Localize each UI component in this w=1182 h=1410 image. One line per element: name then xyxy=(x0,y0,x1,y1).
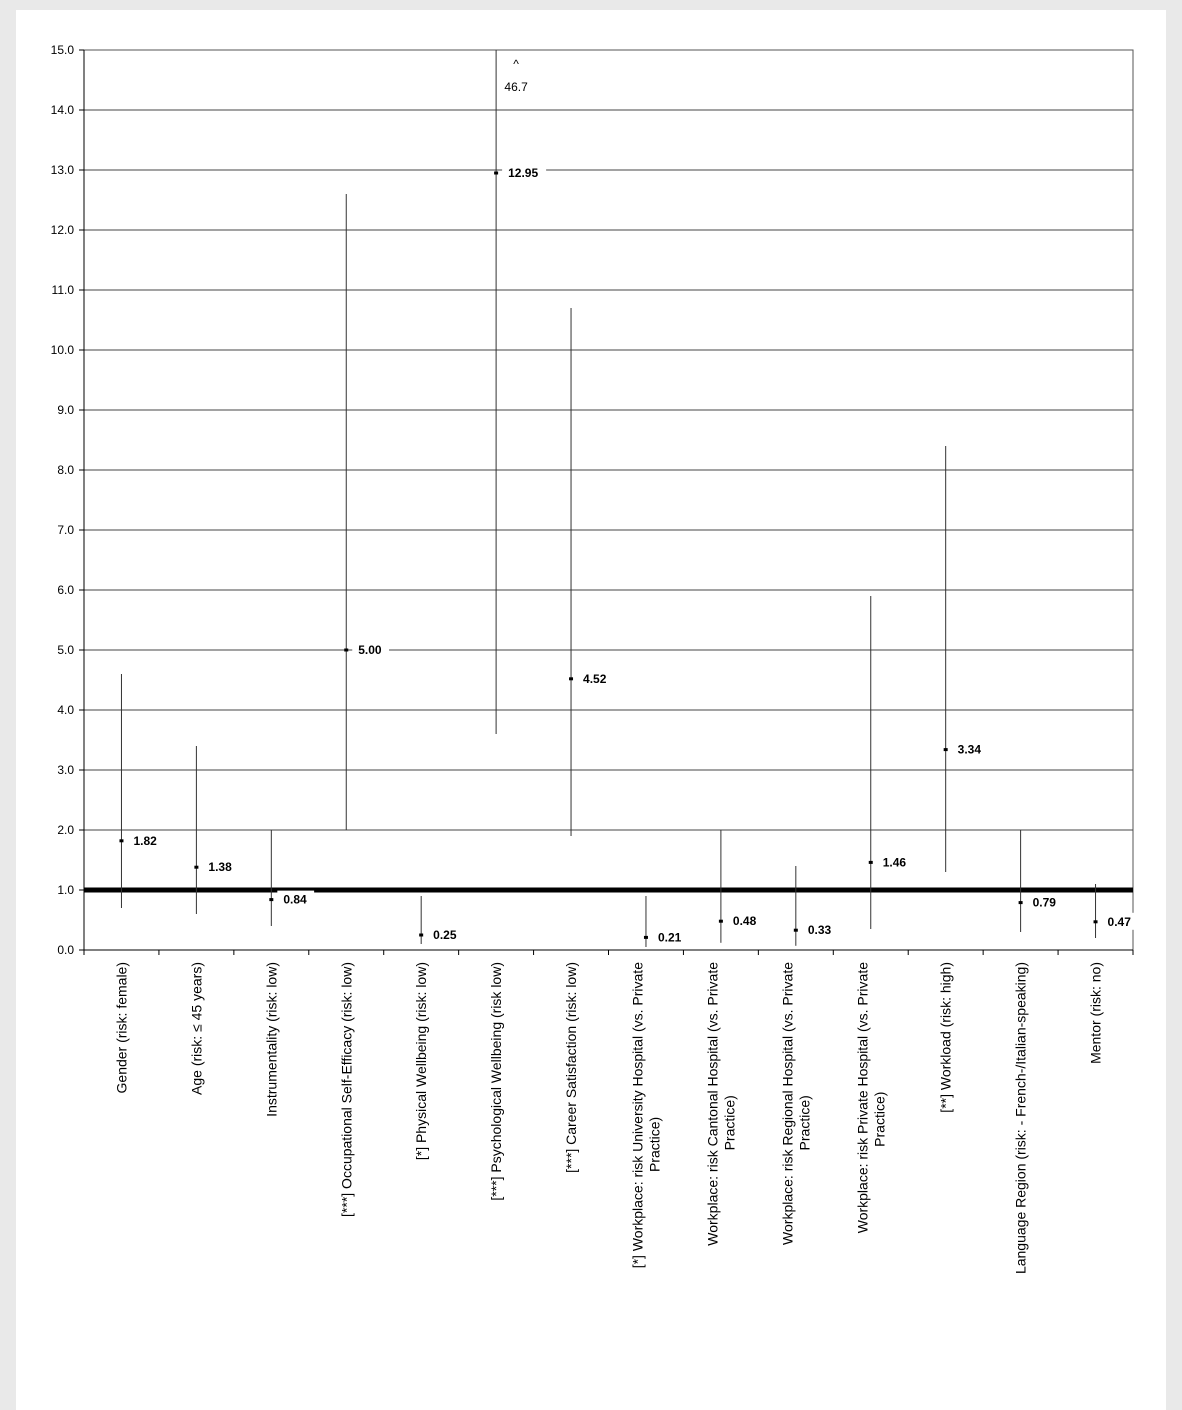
point-marker xyxy=(868,860,873,864)
category-label: Practice) xyxy=(721,1095,737,1150)
data-label-bg xyxy=(951,740,989,758)
point-marker xyxy=(1093,920,1098,924)
point-marker xyxy=(569,677,574,681)
data-label: 3.34 xyxy=(958,743,982,757)
data-label: 1.82 xyxy=(133,834,157,848)
y-tick-label: 14.0 xyxy=(51,103,75,117)
category-label: [**] Workload (risk: high) xyxy=(938,962,954,1113)
data-label: 12.95 xyxy=(508,166,538,180)
y-tick-label: 12.0 xyxy=(51,223,75,237)
category-label: Practice) xyxy=(796,1095,812,1150)
plot-area-border xyxy=(83,49,1134,951)
data-label: 5.00 xyxy=(358,643,382,657)
category-label: Age (risk: ≤ 45 years) xyxy=(188,962,204,1095)
data-label-bg xyxy=(502,164,547,181)
category-label: Workplace: risk Private Hospital (vs. Pr… xyxy=(854,962,870,1233)
data-label-bg xyxy=(127,831,165,849)
y-tick-label: 8.0 xyxy=(57,463,74,477)
category-label: [***] Career Satisfaction (risk: low) xyxy=(563,962,579,1173)
point-marker xyxy=(494,171,499,175)
data-label-bg xyxy=(277,890,315,908)
odds-ratio-chart: 0.0 1.0 2.0 3.0 4.0 5.0 6.0 7.0 8.0 9.0 10.0 11.0 12… xyxy=(51,43,1139,1274)
data-points: 1.82 1.38 0.84 5.00 0.25 12.95 ^ 46.7 4.52 0.21 0.… xyxy=(119,57,1139,946)
data-label: 1.38 xyxy=(208,860,232,874)
category-label: Mentor (risk: no) xyxy=(1088,962,1104,1064)
y-tick-label: 2.0 xyxy=(57,823,74,837)
data-label-bg xyxy=(876,853,914,871)
data-label-bg xyxy=(726,912,764,930)
data-label: 0.47 xyxy=(1108,915,1132,929)
y-tick-label: 3.0 xyxy=(57,763,74,777)
point-marker xyxy=(419,933,424,937)
category-label: Workplace: risk Regional Hospital (vs. P… xyxy=(779,962,795,1245)
data-label-bg xyxy=(352,641,390,658)
data-label: 4.52 xyxy=(583,672,607,686)
category-label: Instrumentality (risk: low) xyxy=(263,962,279,1117)
x-axis xyxy=(83,949,1134,955)
category-label: [***] Occupational Self-Efficacy (risk: … xyxy=(338,962,354,1217)
y-tick-label: 11.0 xyxy=(52,283,75,297)
point-marker xyxy=(119,839,124,843)
data-label-bg xyxy=(577,669,614,687)
category-label: Workplace: risk Cantonal Hospital (vs. P… xyxy=(704,962,720,1246)
y-tick-label: 9.0 xyxy=(57,403,74,417)
y-tick-label: 4.0 xyxy=(57,703,74,717)
category-label: Practice) xyxy=(871,1092,887,1147)
data-label: 0.33 xyxy=(808,923,832,937)
data-label: 0.84 xyxy=(283,893,307,907)
point-marker xyxy=(718,919,723,923)
data-label-bg xyxy=(651,928,689,946)
data-label: 0.25 xyxy=(433,928,457,942)
data-label: 0.21 xyxy=(658,930,682,944)
off-scale-annotation: 46.7 xyxy=(504,80,528,94)
category-label: Gender (risk: female) xyxy=(113,962,129,1093)
category-label: Practice) xyxy=(646,1117,662,1172)
category-label: [*] Physical Wellbeing (risk: low) xyxy=(413,962,429,1160)
data-label-bg xyxy=(202,858,240,876)
y-tick-label: 1.0 xyxy=(57,883,74,897)
category-label: Language Region (risk: - French-/Italian… xyxy=(1013,962,1029,1274)
y-tick-label: 13.0 xyxy=(51,163,75,177)
category-label: [*] Workplace: risk University Hospital … xyxy=(629,962,645,1268)
y-tick-label: 5.0 xyxy=(57,643,74,657)
data-label-bg xyxy=(801,921,839,939)
category-labels: Gender (risk: female) Age (risk: ≤ 45 yea… xyxy=(113,962,1103,1274)
data-label-bg xyxy=(427,926,464,943)
point-marker xyxy=(643,935,648,939)
point-marker xyxy=(194,865,199,869)
point-marker xyxy=(1018,901,1023,905)
gridlines xyxy=(83,49,1134,951)
data-label-bg xyxy=(1026,893,1064,911)
point-marker xyxy=(793,928,798,932)
data-label: 0.48 xyxy=(733,914,757,928)
off-scale-marker: ^ xyxy=(513,57,519,71)
data-label: 0.79 xyxy=(1033,896,1057,910)
y-tick-label: 6.0 xyxy=(57,583,74,597)
data-label: 1.46 xyxy=(883,855,907,869)
y-axis: 0.0 1.0 2.0 3.0 4.0 5.0 6.0 7.0 8.0 9.0 10.0 11.0 12… xyxy=(51,43,85,957)
confidence-intervals xyxy=(120,50,1097,947)
point-marker xyxy=(269,898,274,902)
data-label-bg xyxy=(1101,912,1139,930)
y-tick-label: 7.0 xyxy=(57,523,74,537)
y-tick-label: 0.0 xyxy=(57,943,74,957)
point-marker xyxy=(344,648,349,652)
category-label: [***] Psychological Wellbeing (risk low) xyxy=(488,962,504,1201)
chart-frame: 0.0 1.0 2.0 3.0 4.0 5.0 6.0 7.0 8.0 9.0 10.0 11.0 12… xyxy=(16,10,1166,1410)
point-marker xyxy=(943,748,948,752)
y-tick-label: 10.0 xyxy=(51,343,75,357)
y-tick-label: 15.0 xyxy=(51,43,75,57)
